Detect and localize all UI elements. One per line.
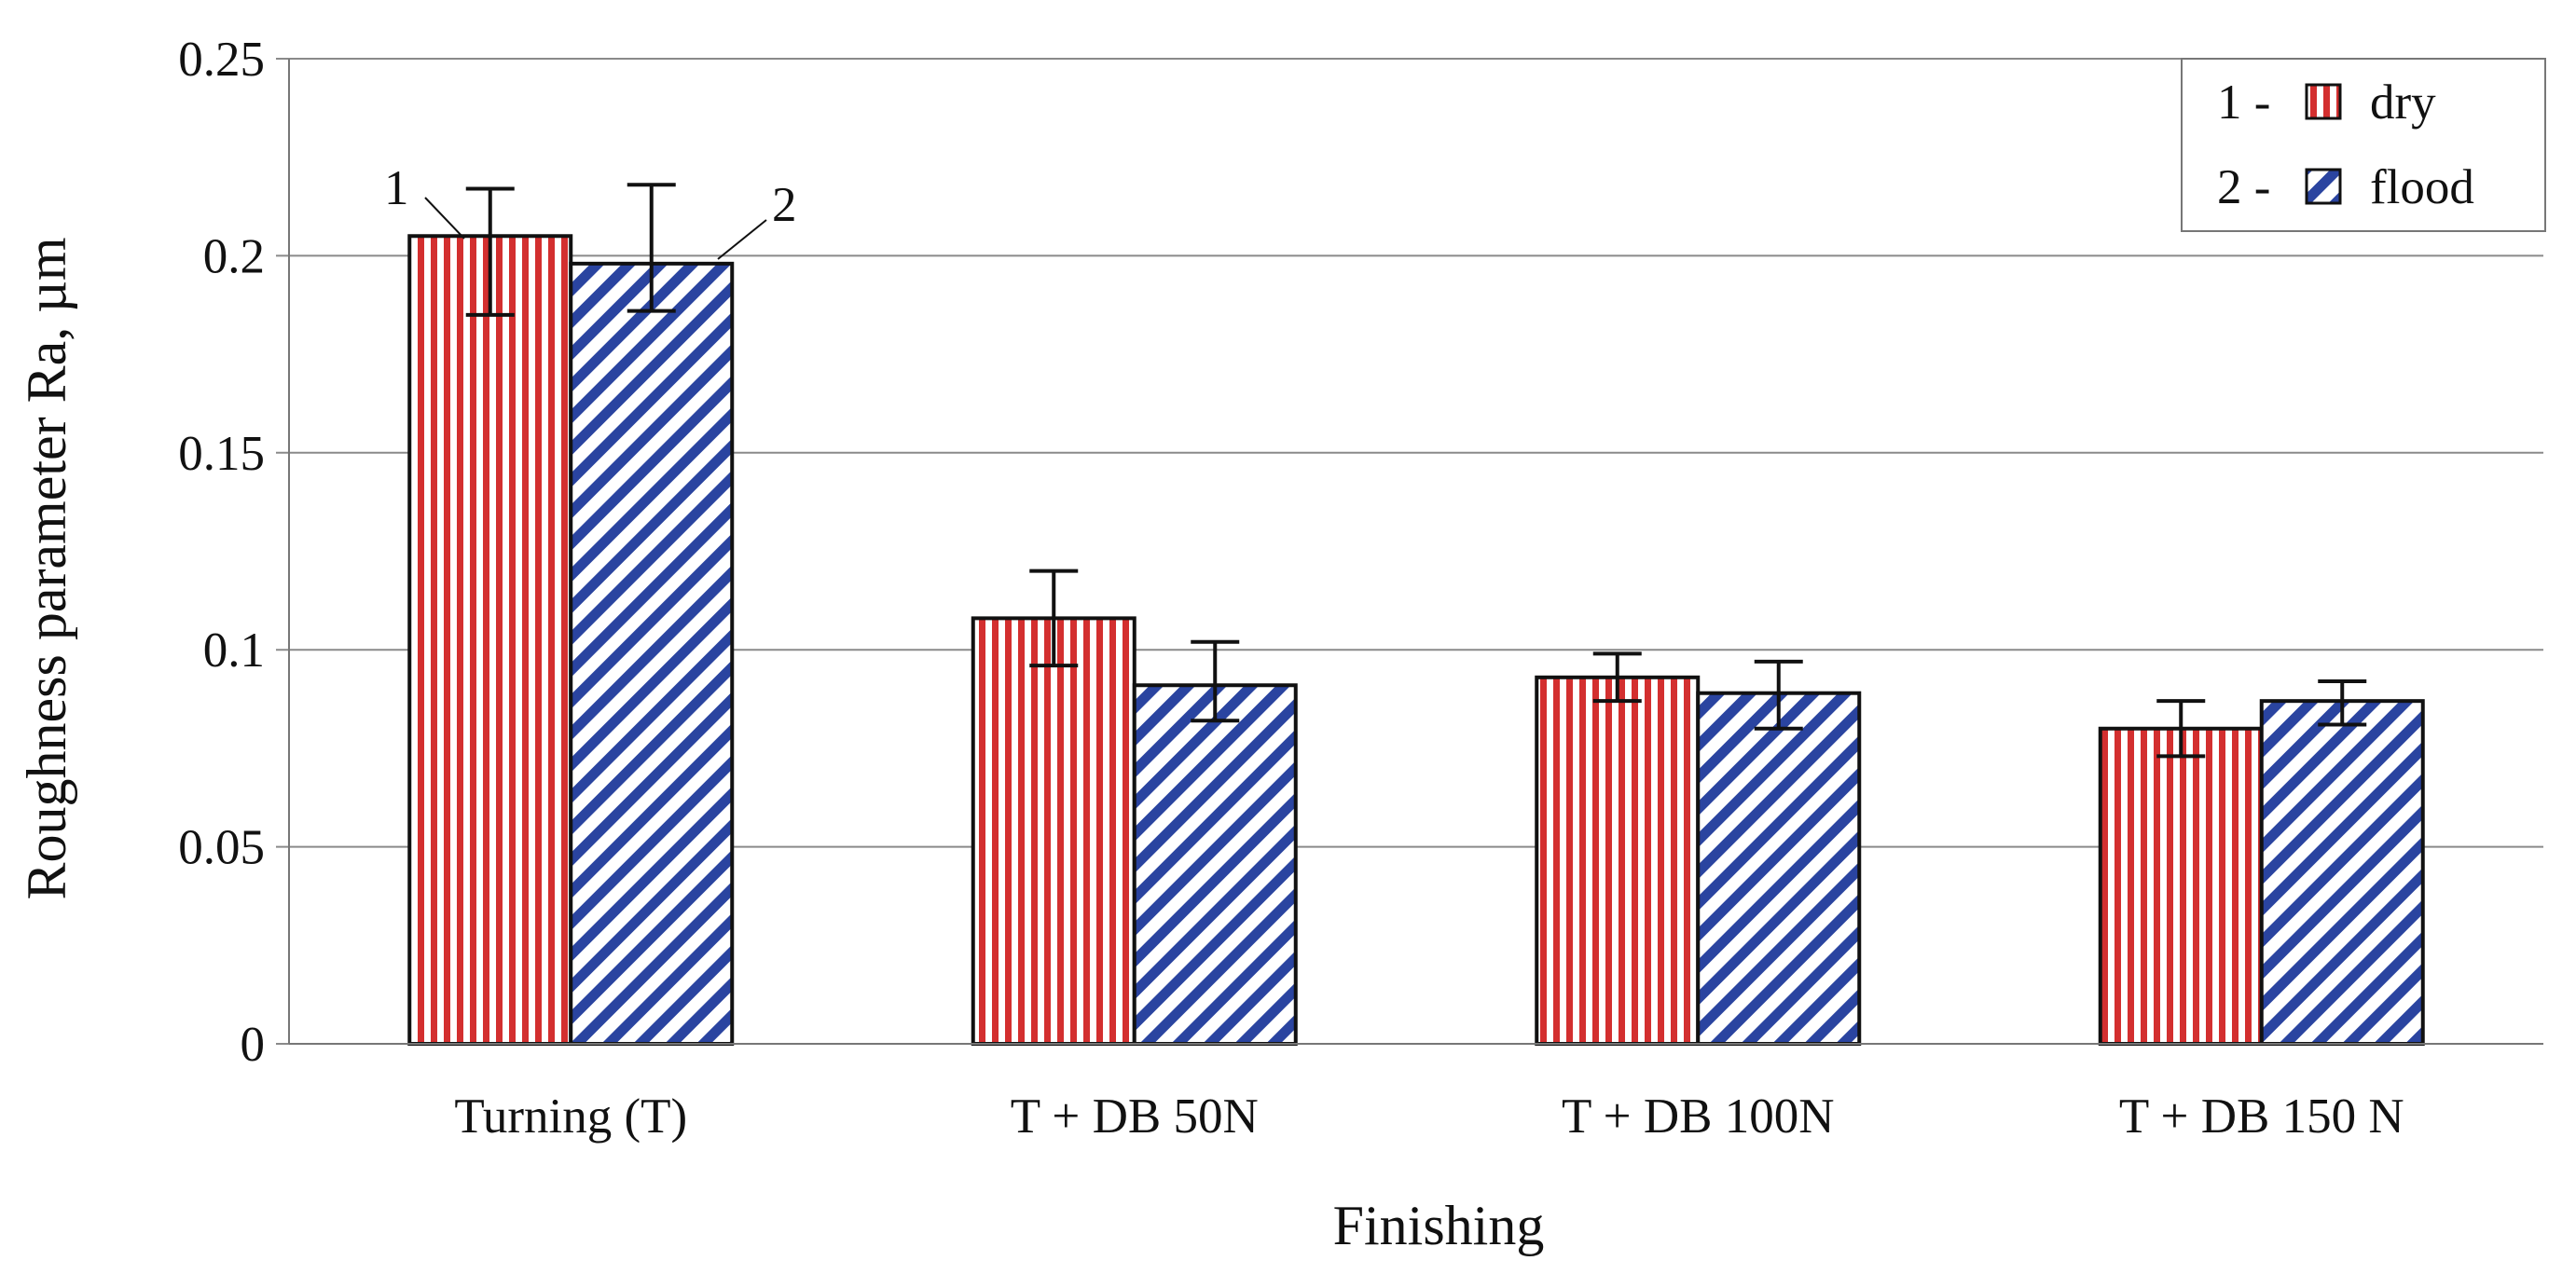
callout-leader-flood: [717, 219, 767, 260]
legend: 1 - dry 2 - flood: [2181, 58, 2546, 232]
x-category-label: Turning (T): [454, 1089, 687, 1144]
bar-dry: [407, 234, 573, 1046]
bar-flood: [2259, 699, 2425, 1046]
y-tick-label: 0.25: [178, 33, 265, 87]
callouts: 1 2: [384, 161, 797, 260]
legend-label-flood: flood: [2370, 160, 2474, 214]
y-tick-label: 0: [241, 1018, 266, 1072]
y-tick-label: 0.15: [178, 427, 265, 481]
x-axis-categories: Turning (T) T + DB 50N T + DB 100N T + DB 1…: [454, 1089, 2404, 1144]
bar-dry: [971, 616, 1136, 1046]
legend-label-dry: dry: [2370, 75, 2436, 130]
error-bars: [465, 183, 2367, 759]
bar-flood: [1132, 683, 1298, 1046]
x-category-label: T + DB 150 N: [2119, 1089, 2404, 1144]
legend-number-dry: 1 -: [2217, 75, 2270, 130]
callout-leader-dry: [424, 197, 465, 240]
x-category-label: T + DB 50N: [1011, 1089, 1259, 1144]
legend-swatch-dry: [2305, 83, 2342, 120]
bar-flood: [569, 261, 735, 1046]
y-tick-label: 0.1: [203, 623, 265, 678]
bar-flood: [1696, 691, 1862, 1046]
callout-label-dry: 1: [384, 161, 409, 215]
y-axis-ticks: 0 0.05 0.1 0.15 0.2 0.25: [178, 33, 265, 1072]
bar-dry: [2098, 726, 2264, 1046]
bars: [407, 234, 2425, 1047]
y-axis-title: Roughness parameter Ra, µm: [16, 237, 77, 899]
x-category-label: T + DB 100N: [1562, 1089, 1834, 1144]
legend-swatch-flood: [2305, 168, 2342, 205]
y-tick-label: 0.2: [203, 229, 265, 283]
x-axis-title: Finishing: [1333, 1195, 1545, 1256]
legend-number-flood: 2 -: [2217, 160, 2270, 214]
bar-dry: [1535, 675, 1701, 1047]
callout-label-flood: 2: [772, 178, 797, 232]
legend-box: [2181, 58, 2546, 232]
y-tick-label: 0.05: [178, 821, 265, 875]
